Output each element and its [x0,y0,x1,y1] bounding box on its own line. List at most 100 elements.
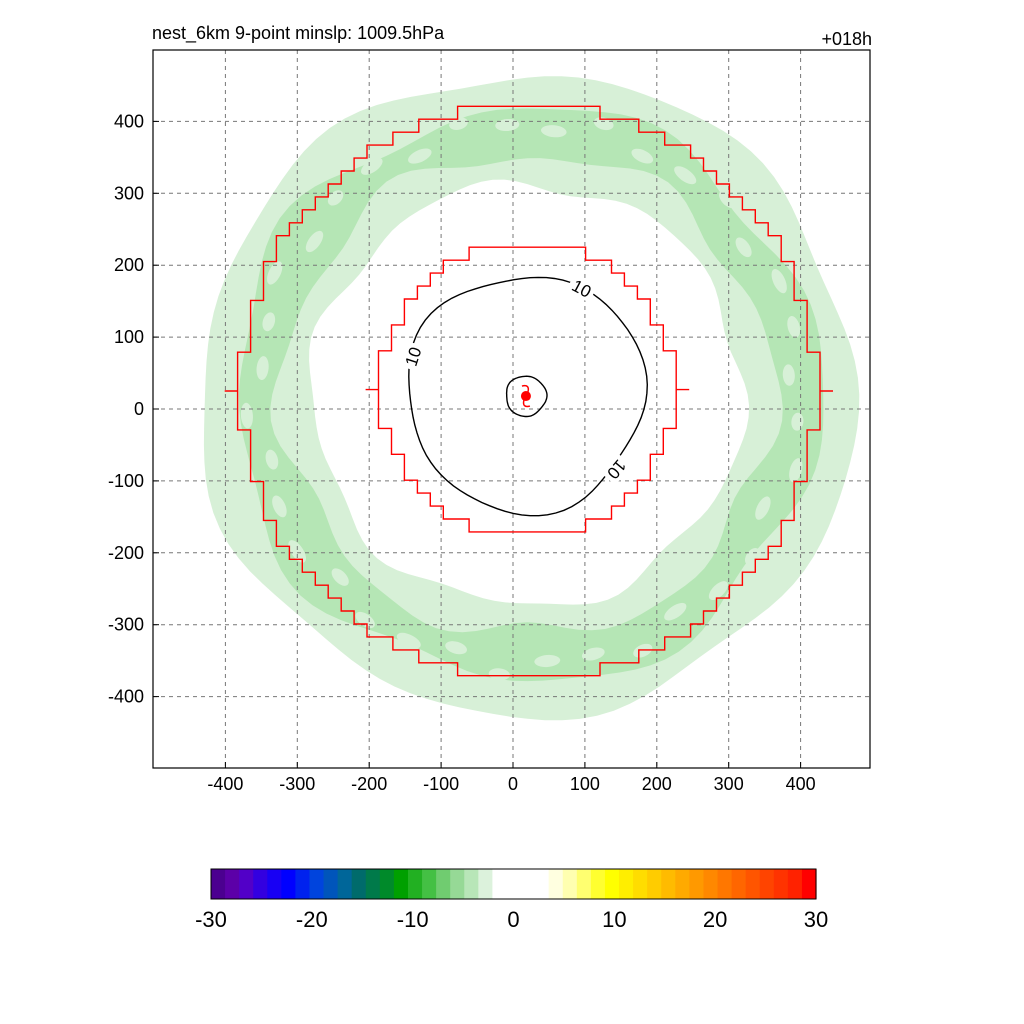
colorbar-tick-label: -30 [195,907,227,932]
colorbar-swatch [745,869,761,899]
colorbar-swatch [717,869,733,899]
y-tick-label: 100 [114,327,144,347]
y-tick-label: -300 [108,615,144,635]
x-tick-label: -200 [351,774,387,794]
colorbar-swatch [647,869,662,899]
fill-texture-blob [782,364,795,386]
colorbar-swatch [604,869,620,899]
x-tick-label: 300 [714,774,744,794]
colorbar-swatch [436,869,451,899]
storm-center [520,384,531,408]
y-tick-label: -200 [108,543,144,563]
colorbar-swatch [492,869,508,899]
colorbar-tick-label: -10 [397,907,429,932]
colorbar-swatch [619,869,634,899]
fill-texture-blob [445,641,467,655]
fill-texture-blob [355,611,375,629]
colorbar-swatch [422,869,437,899]
colorbar-tick-label: 10 [602,907,626,932]
colorbar-swatch [393,869,409,899]
fill-texture-blob [593,117,614,131]
colorbar-swatch [801,869,817,899]
fill-texture-blob [633,643,653,658]
forecast-hour-label: +018h [821,29,872,49]
storm-center-arm-bottom [522,399,531,408]
contour-label-bg [400,341,426,372]
fill-texture-blob [331,568,349,586]
x-axis-ticks: -400 -300 -200 -100 0 100 200 300 400 [207,762,816,794]
x-tick-label: -100 [423,774,459,794]
colorbar-swatch [506,869,522,899]
y-axis-ticks: 400 300 200 100 0 -100 -200 -300 -400 [108,111,159,707]
x-tick-label: 0 [508,774,518,794]
mask-outline-inner [365,246,690,533]
colorbar-swatch [281,869,297,899]
x-tick-label: 200 [642,774,672,794]
filled-contours [203,76,860,721]
fill-texture-blob [789,458,803,483]
y-tick-label: 300 [114,183,144,203]
fill-texture-blob [488,668,510,681]
colorbar-swatch [689,869,705,899]
contour-line-10 [505,375,548,418]
fill-texture-blob [361,157,383,175]
chart-title: nest_6km 9-point minslp: 1009.5hPa [152,23,445,44]
fill-ring-outer [203,76,860,721]
fill-texture-blob [631,148,654,164]
y-tick-label: -100 [108,471,144,491]
fill-texture-blob [674,166,697,185]
colorbar-swatch [675,869,690,899]
colorbar-swatch [365,869,381,899]
colorbar-swatch [337,869,353,899]
colorbar-swatch [562,869,578,899]
y-tick-label: 200 [114,255,144,275]
colorbar-swatch [450,869,465,899]
fill-texture-blob [787,316,801,338]
contour-label-bg [601,453,633,486]
fill-texture-blob [735,237,752,258]
fill-texture-blob [305,230,324,253]
fill-texture-blob [708,581,728,601]
fill-texture-blob [755,496,771,520]
colorbar-swatch [478,869,493,899]
storm-center-arm-top [521,384,530,393]
colorbar-swatch [464,869,479,899]
colorbar-swatch [323,869,339,899]
colorbar: -30 -20 -10 0 10 20 30 [195,868,828,932]
fill-texture-blob [534,654,561,668]
fill-texture-blob [408,148,432,164]
fill-texture-blob [265,449,279,470]
colorbar-swatch [295,869,311,899]
y-tick-label: 0 [134,399,144,419]
mask-outline-outer [224,105,833,677]
colorbar-swatch [211,869,226,899]
fill-texture-blob [719,190,737,209]
x-tick-label: -400 [207,774,243,794]
colorbar-swatch [309,869,325,899]
colorbar-frame [210,868,817,900]
contour-label: 10 [402,345,426,369]
colorbar-swatch [379,869,395,899]
colorbar-swatch [407,869,423,899]
colorbar-swatch [239,869,254,899]
colorbar-swatch [773,869,789,899]
fill-texture-blob [288,540,307,563]
colorbar-swatch [351,869,367,899]
colorbar-swatch [590,869,606,899]
mask-outlines [224,105,833,677]
colorbar-swatch [576,869,592,899]
fill-texture-blob [744,547,760,566]
fill-texture-blob [396,632,421,649]
y-tick-label: 400 [114,111,144,131]
x-tick-label: -300 [279,774,315,794]
colorbar-swatch [787,869,803,899]
colorbar-swatch [633,869,648,899]
contour-label-bg [565,274,598,303]
fill-texture-blob [266,261,283,285]
fill-texture-blob [771,268,787,294]
colorbar-tick-label: 20 [703,907,727,932]
colorbar-swatch [661,869,676,899]
storm-center-dot [520,391,531,402]
